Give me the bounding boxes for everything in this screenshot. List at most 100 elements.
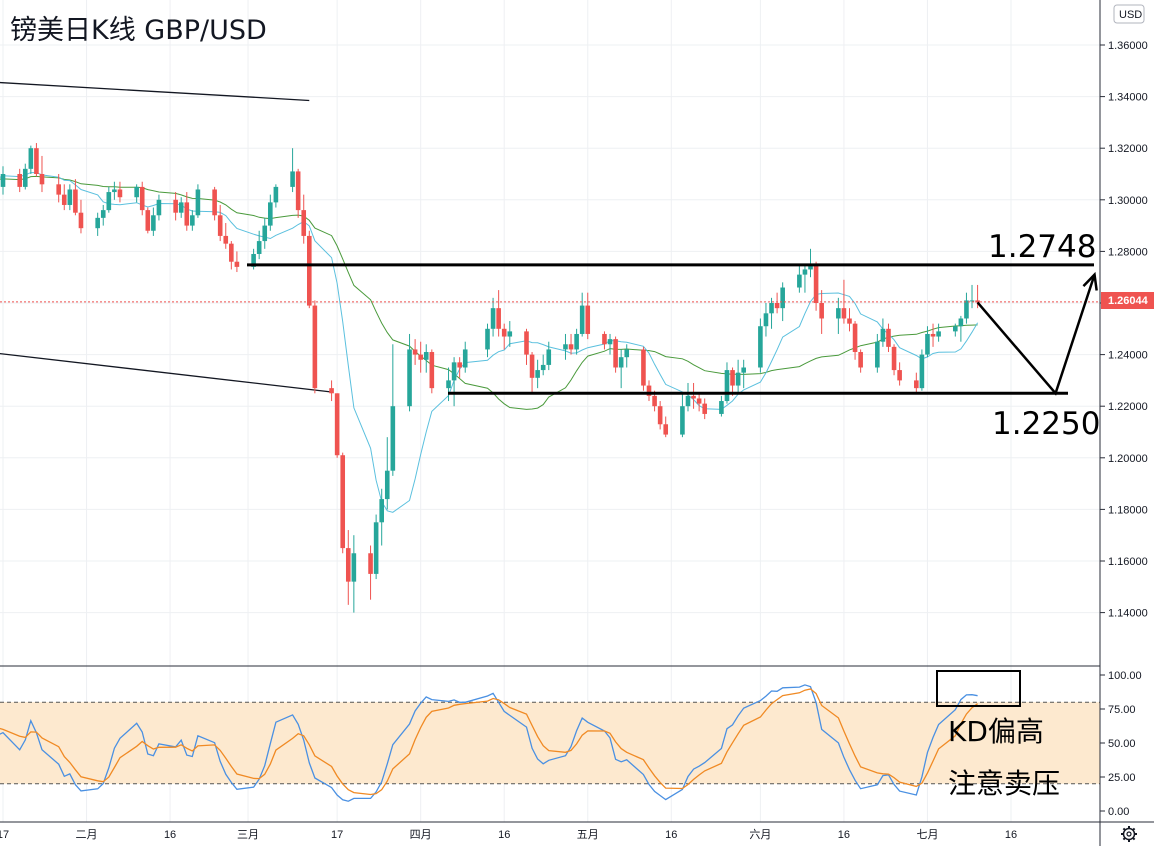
candle[interactable] [306, 230, 312, 309]
kd-axis[interactable]: 100.00 75.00 50.00 25.00 0.00 [1100, 670, 1142, 818]
candle[interactable] [758, 318, 763, 373]
candle[interactable] [507, 321, 513, 347]
candle[interactable] [607, 333, 613, 355]
candle[interactable] [229, 241, 234, 270]
candle[interactable] [251, 248, 256, 270]
candle[interactable] [0, 166, 6, 195]
candle[interactable] [813, 261, 819, 311]
gear-icon[interactable] [1121, 826, 1137, 842]
candle[interactable] [858, 349, 863, 373]
candle[interactable] [919, 349, 925, 391]
candle[interactable] [446, 367, 451, 402]
candle[interactable] [268, 194, 273, 231]
candle[interactable] [618, 349, 624, 389]
candle[interactable] [585, 292, 591, 340]
candle[interactable] [540, 354, 546, 376]
candle[interactable] [368, 545, 373, 600]
candle[interactable] [39, 155, 45, 193]
candle[interactable] [741, 359, 746, 389]
candle[interactable] [780, 282, 785, 322]
candle[interactable] [262, 217, 268, 249]
candle[interactable] [234, 251, 240, 273]
candle[interactable] [953, 323, 958, 337]
candle[interactable] [852, 321, 858, 360]
candle[interactable] [212, 186, 217, 221]
candle[interactable] [680, 393, 685, 438]
candle[interactable] [563, 333, 568, 360]
candle[interactable] [769, 297, 774, 329]
candle[interactable] [568, 333, 574, 355]
candle[interactable] [312, 300, 318, 394]
candle[interactable] [774, 292, 780, 314]
trend-line[interactable] [0, 343, 332, 393]
candle[interactable] [295, 168, 301, 218]
candle[interactable] [184, 192, 190, 231]
candle[interactable] [641, 346, 646, 391]
candle[interactable] [574, 328, 579, 355]
candle[interactable] [134, 184, 139, 203]
candle[interactable] [117, 181, 123, 203]
candle[interactable] [373, 514, 379, 580]
candle[interactable] [836, 297, 841, 334]
candle[interactable] [691, 382, 696, 409]
candle[interactable] [897, 362, 902, 386]
candle[interactable] [256, 230, 262, 260]
candle[interactable] [462, 341, 468, 373]
candle[interactable] [958, 315, 964, 342]
candle[interactable] [524, 328, 529, 365]
candle[interactable] [880, 318, 886, 347]
candle[interactable] [56, 174, 61, 203]
support-resistance-levels[interactable] [247, 263, 1094, 395]
candle[interactable] [345, 530, 351, 605]
candle[interactable] [613, 336, 618, 373]
candle[interactable] [78, 199, 84, 234]
candle[interactable] [579, 292, 585, 337]
candle[interactable] [490, 297, 496, 337]
candle[interactable] [535, 359, 540, 389]
candle[interactable] [28, 145, 34, 174]
candle[interactable] [423, 344, 429, 373]
candle[interactable] [190, 210, 195, 231]
candle[interactable] [73, 179, 78, 216]
candle[interactable] [496, 290, 501, 337]
candle[interactable] [106, 186, 112, 213]
candle[interactable] [802, 264, 808, 293]
candle[interactable] [17, 168, 23, 193]
candle[interactable] [964, 292, 969, 324]
price-axis[interactable]: 1.36000 1.34000 1.32000 1.30000 1.28000 1.260… [1100, 40, 1148, 620]
candle[interactable] [457, 357, 462, 378]
candle[interactable] [351, 535, 357, 613]
candle[interactable] [407, 333, 412, 412]
candle[interactable] [390, 344, 396, 476]
candle[interactable] [925, 326, 930, 358]
candle[interactable] [602, 331, 607, 350]
candle[interactable] [173, 192, 178, 221]
candle[interactable] [100, 204, 106, 226]
candle[interactable] [61, 184, 67, 211]
currency-badge[interactable] [1113, 4, 1145, 24]
candle[interactable] [22, 163, 28, 190]
candle[interactable] [451, 357, 457, 407]
candle[interactable] [379, 488, 384, 546]
candle[interactable] [223, 223, 229, 249]
candle[interactable] [301, 194, 307, 244]
candle[interactable] [145, 207, 151, 234]
candle[interactable] [151, 207, 156, 236]
candle[interactable] [67, 184, 73, 211]
candle[interactable] [886, 323, 891, 353]
candle[interactable] [875, 333, 880, 373]
trend-lines[interactable] [0, 77, 332, 393]
candle[interactable] [847, 308, 852, 332]
candle[interactable] [340, 452, 346, 554]
candle[interactable] [624, 344, 630, 368]
candle[interactable] [501, 323, 507, 350]
candle[interactable] [139, 181, 145, 216]
candle[interactable] [646, 380, 652, 402]
candle[interactable] [217, 204, 223, 242]
candle[interactable] [412, 339, 418, 365]
candle[interactable] [719, 395, 724, 417]
candle[interactable] [112, 181, 117, 200]
candle[interactable] [819, 290, 824, 334]
candle[interactable] [696, 393, 702, 412]
candle[interactable] [730, 367, 735, 396]
